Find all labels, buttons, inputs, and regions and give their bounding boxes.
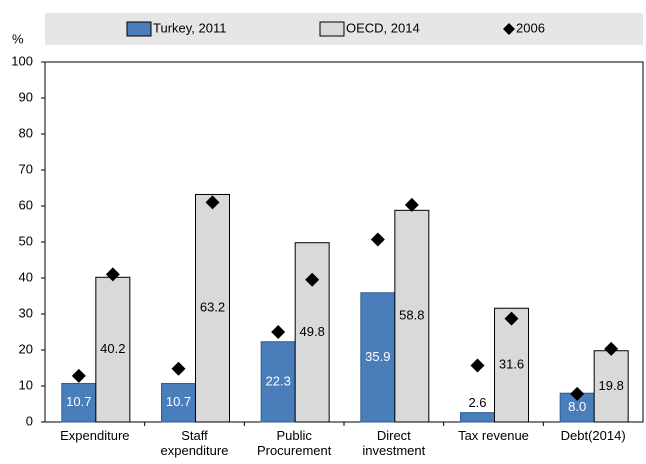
value-label: 8.0 (568, 399, 586, 414)
legend-label: OECD, 2014 (346, 20, 420, 35)
x-tick-label: Staff expenditure (160, 428, 229, 458)
marker-2006 (71, 368, 86, 383)
x-tick-label: Expenditure (60, 428, 130, 443)
legend-swatch (126, 21, 152, 37)
x-tick-label: Direct investment (362, 428, 426, 458)
plot-frame (44, 61, 644, 423)
value-label: 49.8 (300, 324, 325, 339)
y-tick-label: 20 (19, 341, 33, 356)
bar (294, 242, 330, 423)
x-tick-label: Public Procurement (256, 428, 332, 458)
legend-swatch (319, 21, 345, 37)
legend-label: 2006 (516, 20, 545, 35)
marker-2006 (404, 197, 419, 212)
value-label: 10.7 (66, 394, 91, 409)
value-label: 10.7 (166, 394, 191, 409)
y-tick-label: 70 (19, 161, 33, 176)
y-unit: % (12, 31, 24, 46)
marker-2006 (570, 386, 585, 401)
marker-2006 (105, 267, 120, 282)
value-label: 58.8 (399, 308, 424, 323)
y-tick-label: 80 (19, 125, 33, 140)
y-tick-label: 50 (19, 233, 33, 248)
bar (360, 292, 396, 423)
value-label: 31.6 (499, 357, 524, 372)
marker-2006 (205, 195, 220, 210)
marker-2006 (271, 325, 286, 339)
bar (195, 193, 230, 423)
value-label: 40.2 (100, 341, 125, 356)
y-tick-label: 30 (19, 305, 33, 320)
y-tick-label: 0 (26, 413, 33, 428)
value-label: 19.8 (599, 378, 624, 393)
value-label: 63.2 (200, 300, 225, 315)
y-tick-label: 90 (19, 89, 33, 104)
legend-marker (503, 23, 515, 35)
bar (95, 276, 131, 423)
bar (460, 412, 495, 423)
value-label: 2.6 (468, 395, 486, 410)
value-label: 22.3 (266, 373, 291, 388)
legend-label: Turkey, 2011 (153, 20, 226, 35)
marker-2006 (470, 358, 485, 373)
marker-2006 (504, 311, 519, 326)
y-tick-label: 60 (19, 197, 33, 212)
x-tick-label: Tax revenue (458, 428, 529, 443)
y-tick-label: 40 (19, 269, 33, 284)
value-label: 35.9 (365, 349, 390, 364)
marker-2006 (604, 341, 619, 356)
marker-2006 (305, 272, 320, 287)
bar (260, 341, 296, 423)
y-tick-label: 100 (11, 53, 33, 68)
bar (494, 307, 529, 423)
y-tick-label: 10 (19, 377, 33, 392)
marker-2006 (370, 232, 385, 247)
x-tick-label: Debt(2014) (560, 428, 626, 443)
marker-2006 (171, 361, 186, 376)
